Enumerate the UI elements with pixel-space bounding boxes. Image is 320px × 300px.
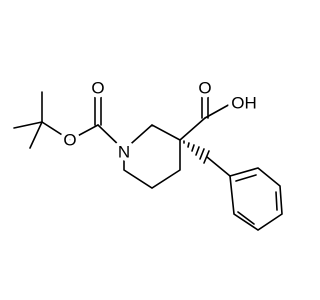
atom-label: O: [91, 79, 104, 98]
molecule-diagram: O O N O OH: [13, 78, 283, 231]
atom-label: O: [63, 131, 76, 150]
atom-label: O: [198, 79, 211, 98]
bonds: [13, 89, 283, 231]
atom-label: OH: [231, 94, 257, 113]
atom-label: N: [118, 143, 130, 162]
